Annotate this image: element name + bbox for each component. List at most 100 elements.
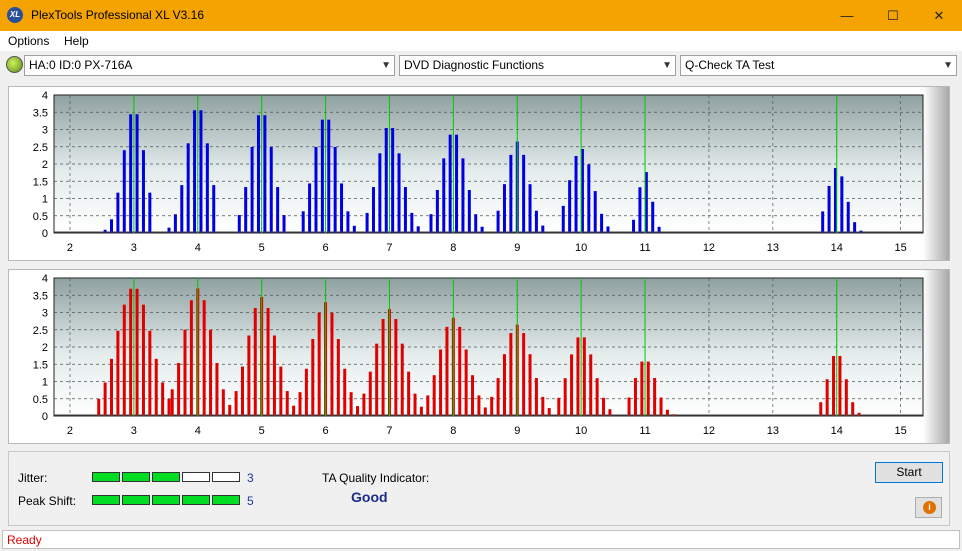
bar <box>116 192 120 233</box>
bar <box>665 409 669 416</box>
status-bar: Ready <box>2 530 960 549</box>
bar <box>317 312 321 416</box>
bar <box>237 215 241 233</box>
peak-shift-label: Peak Shift: <box>18 494 77 508</box>
y-tick-label: 0.5 <box>33 394 48 406</box>
x-tick-label: 6 <box>323 242 329 254</box>
bar <box>221 389 225 416</box>
bar <box>381 319 385 416</box>
bar <box>285 391 289 416</box>
bar <box>587 164 591 233</box>
bar <box>333 146 337 233</box>
bar <box>534 378 538 416</box>
x-tick-label: 10 <box>575 242 587 254</box>
ta-quality-value: Good <box>351 489 388 505</box>
bar <box>522 333 526 416</box>
side-shade <box>923 87 949 260</box>
y-tick-label: 1.5 <box>33 359 48 371</box>
bar <box>141 150 145 233</box>
bar <box>582 337 586 416</box>
bar <box>416 226 420 233</box>
bar <box>177 363 181 416</box>
maximize-button[interactable]: ☐ <box>887 8 899 23</box>
bar <box>827 185 831 233</box>
jitter-value: 3 <box>247 471 254 485</box>
menu-options[interactable]: Options <box>8 34 50 48</box>
app-icon: XL <box>7 7 23 23</box>
bar <box>464 349 468 416</box>
meter-segment <box>182 495 210 505</box>
meter-segment <box>122 472 150 482</box>
chevron-down-icon: ▼ <box>381 60 391 71</box>
ta-quality-label: TA Quality Indicator: <box>322 471 430 485</box>
close-button[interactable]: ✕ <box>933 8 945 23</box>
function-select[interactable]: DVD Diagnostic Functions ▼ <box>399 55 676 76</box>
bar <box>212 185 216 233</box>
x-tick-label: 7 <box>386 425 392 437</box>
bar <box>419 406 423 416</box>
bar <box>633 378 637 416</box>
x-tick-label: 11 <box>639 242 650 254</box>
peak-shift-value: 5 <box>247 494 254 508</box>
bar <box>308 183 312 233</box>
bar <box>432 375 436 416</box>
jitter-label: Jitter: <box>18 471 48 485</box>
chevron-down-icon: ▼ <box>943 60 953 71</box>
bar <box>97 398 101 416</box>
bar <box>509 333 513 416</box>
bar <box>304 368 308 416</box>
bar <box>129 114 133 233</box>
info-button[interactable]: i <box>915 497 942 518</box>
y-tick-label: 2 <box>42 342 48 354</box>
x-tick-label: 4 <box>195 242 201 254</box>
menu-help[interactable]: Help <box>64 34 89 48</box>
test-select-value: Q-Check TA Test <box>685 58 775 72</box>
bar <box>602 397 606 416</box>
bar <box>263 115 267 233</box>
bar <box>122 150 126 233</box>
x-tick-label: 10 <box>575 425 587 437</box>
toolbar: HA:0 ID:0 PX-716A ▼ DVD Diagnostic Funct… <box>0 52 962 78</box>
bar <box>173 214 177 233</box>
bar <box>653 378 657 416</box>
start-button[interactable]: Start <box>875 462 943 483</box>
bar <box>135 114 139 233</box>
y-tick-label: 3 <box>42 125 48 137</box>
bar <box>557 397 561 416</box>
bar <box>846 201 850 233</box>
bar <box>148 330 152 416</box>
drive-select-value: HA:0 ID:0 PX-716A <box>29 58 133 72</box>
meter-segment <box>92 495 120 505</box>
bar <box>576 337 580 416</box>
bar <box>320 119 324 233</box>
bar <box>244 187 248 233</box>
bar <box>336 338 340 416</box>
bar <box>638 187 642 233</box>
bar <box>403 187 407 233</box>
bar <box>170 389 174 416</box>
x-tick-label: 5 <box>259 425 265 437</box>
bar <box>215 363 219 416</box>
meter-segment <box>92 472 120 482</box>
drive-icon[interactable] <box>6 56 23 73</box>
bar <box>608 409 612 416</box>
drive-select[interactable]: HA:0 ID:0 PX-716A ▼ <box>24 55 395 76</box>
bar <box>340 183 344 233</box>
bar <box>250 146 254 233</box>
bar <box>477 395 481 416</box>
bar <box>851 402 855 416</box>
x-tick-label: 13 <box>767 242 779 254</box>
test-select[interactable]: Q-Check TA Test ▼ <box>680 55 957 76</box>
bar <box>595 378 599 416</box>
bar <box>189 300 193 416</box>
bar <box>269 146 273 233</box>
lower-chart: 0 0.5 1 1.5 2 2.5 3 3.5 4 2 3 4 5 6 7 8 9 10 11 12 13 14 15 <box>8 269 950 444</box>
bar <box>282 215 286 233</box>
bar <box>825 379 829 416</box>
minimize-button[interactable]: — <box>840 8 854 23</box>
menu-bar: Options Help <box>0 31 962 51</box>
y-tick-label: 1 <box>42 194 48 206</box>
bar <box>167 227 171 233</box>
x-tick-label: 3 <box>131 242 137 254</box>
bar <box>541 225 545 233</box>
